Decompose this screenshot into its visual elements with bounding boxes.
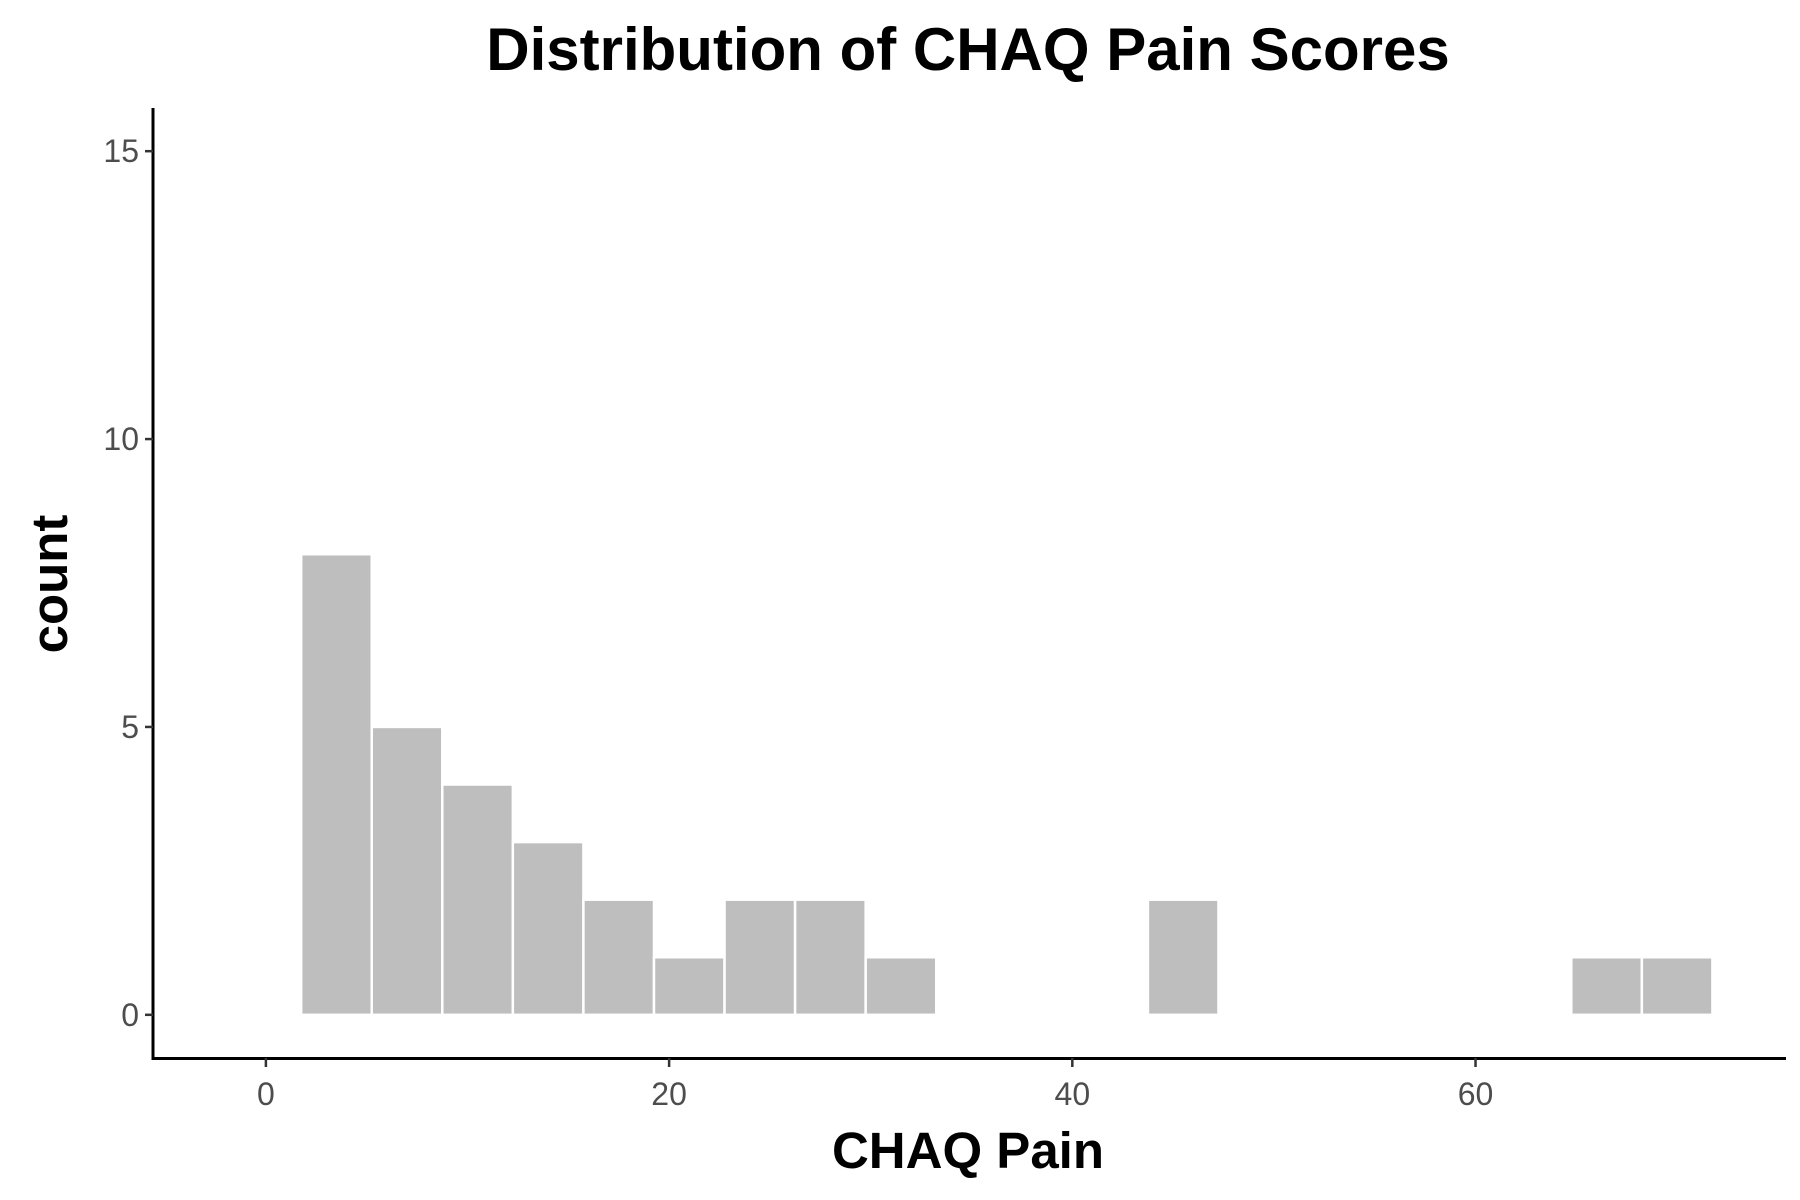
histogram-bar-6 — [723, 898, 797, 1017]
x-tick-label: 0 — [257, 1076, 275, 1112]
y-tick-label: 5 — [121, 709, 139, 745]
y-ticks-group: 0 5 10 15 — [103, 133, 153, 1033]
histogram-bar-5 — [652, 955, 726, 1017]
y-tick-label: 0 — [121, 997, 139, 1033]
histogram-bar-4 — [582, 898, 656, 1017]
histogram-bar-0 — [299, 552, 373, 1017]
histogram-bar-9 — [1146, 898, 1220, 1017]
x-ticks-group: 0 20 40 60 — [257, 1058, 1493, 1112]
y-tick-label: 10 — [103, 421, 139, 457]
histogram-bar-1 — [370, 725, 444, 1017]
x-axis-title: CHAQ Pain — [832, 1122, 1104, 1179]
y-axis-title: count — [21, 515, 78, 654]
histogram-bar-2 — [441, 783, 515, 1017]
histogram-bar-8 — [864, 955, 938, 1017]
x-tick-label: 40 — [1055, 1076, 1091, 1112]
chart-title: Distribution of CHAQ Pain Scores — [486, 16, 1449, 83]
y-tick-label: 15 — [103, 133, 139, 169]
histogram-bar-11 — [1640, 955, 1714, 1017]
histogram-bar-3 — [511, 840, 585, 1017]
bars-group — [299, 552, 1714, 1017]
histogram-bar-7 — [793, 898, 867, 1017]
x-tick-label: 60 — [1458, 1076, 1494, 1112]
x-tick-label: 20 — [651, 1076, 687, 1112]
histogram-bar-10 — [1570, 955, 1644, 1017]
